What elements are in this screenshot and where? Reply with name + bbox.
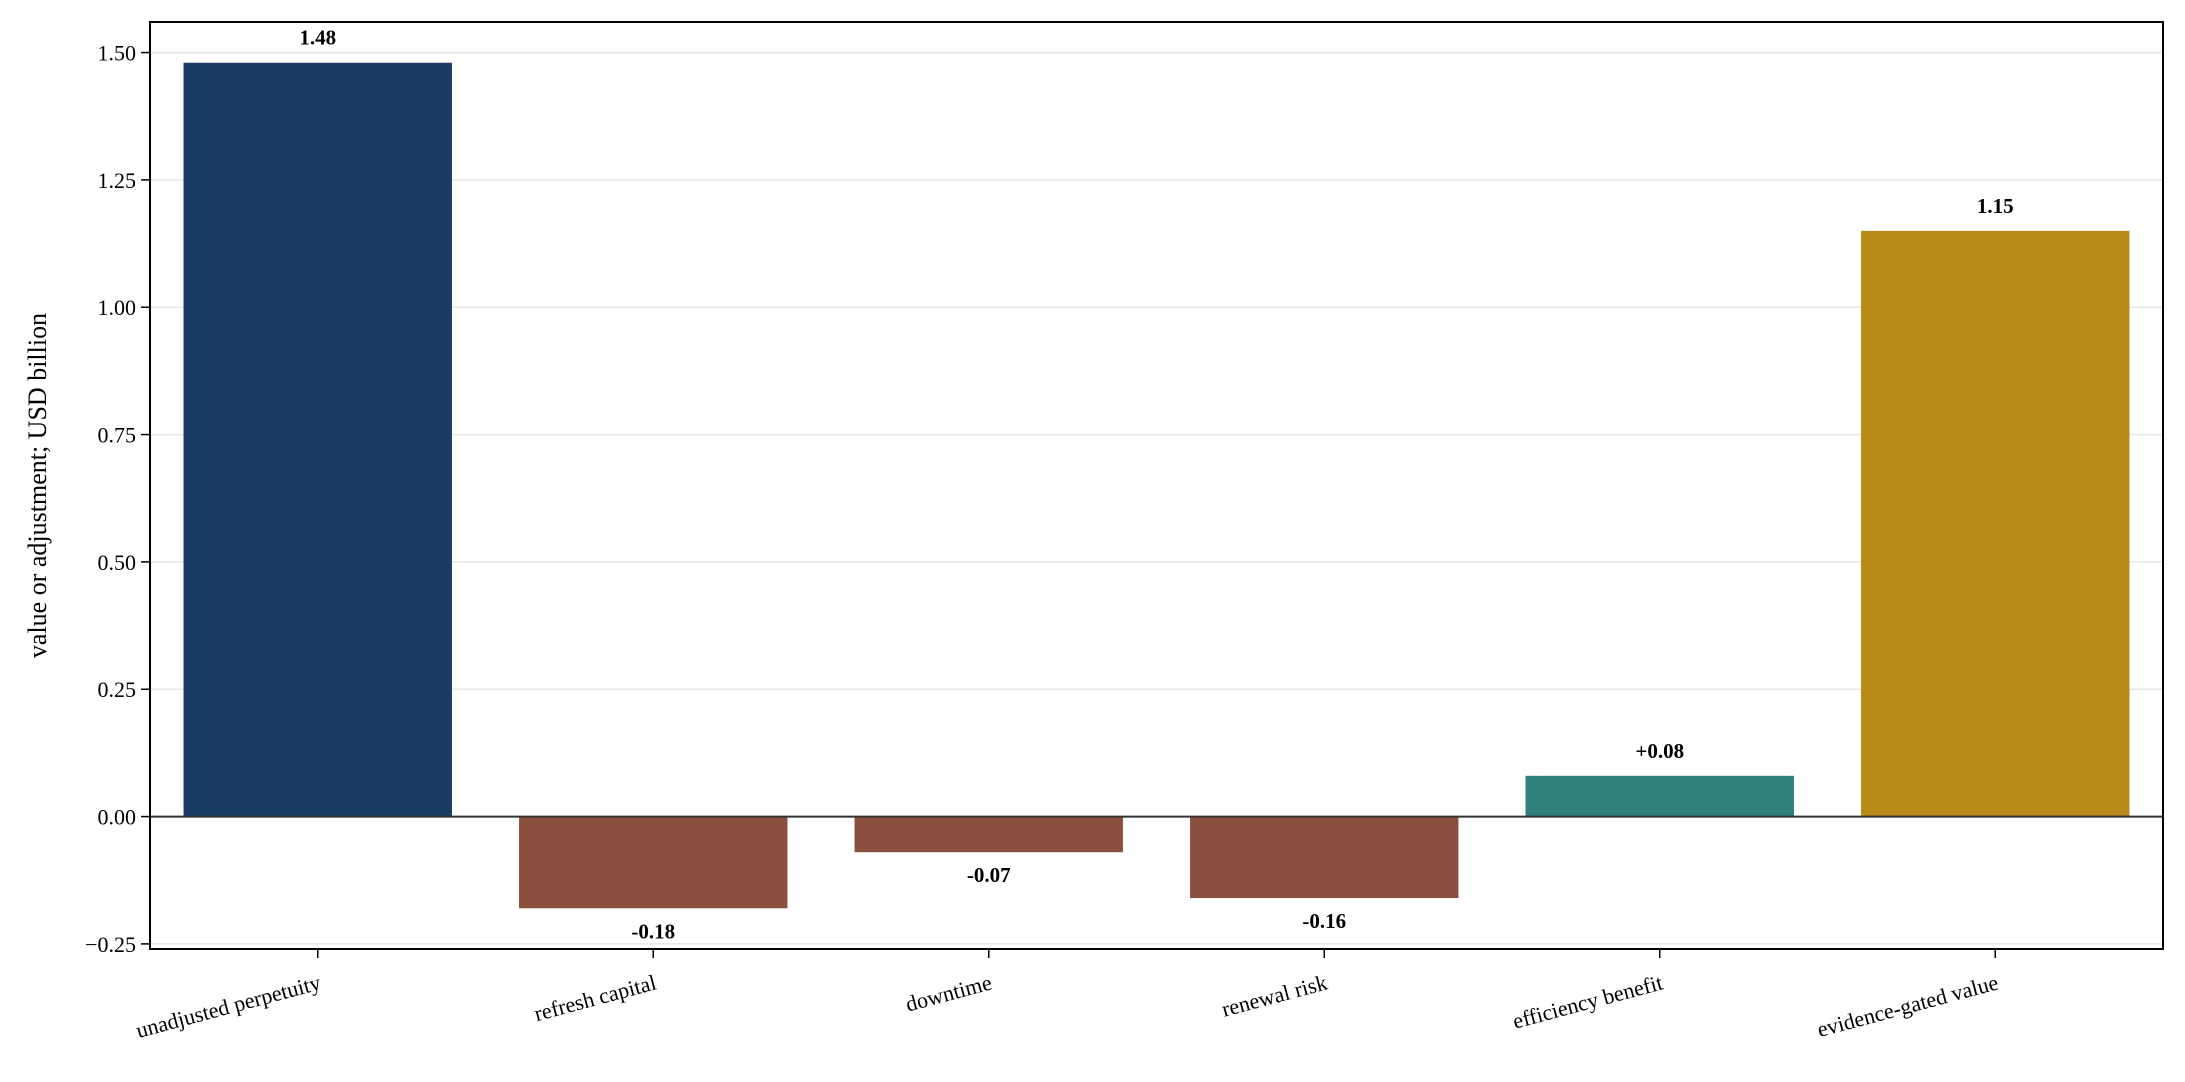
grid-lines	[150, 51, 2163, 945]
y-tick-label: 1.50	[98, 41, 137, 66]
y-tick-label: 0.25	[98, 677, 137, 702]
bar	[519, 816, 788, 909]
data-labels: 1.48 -0.18 -0.07 -0.16 +0.08 1.15	[299, 26, 2013, 944]
y-tick-label: 0.00	[98, 805, 137, 830]
bar	[854, 816, 1123, 853]
x-tick-label: unadjusted perpetuity	[133, 970, 323, 1043]
x-axis: unadjusted perpetuity refresh capital down…	[133, 949, 2001, 1043]
bars	[183, 62, 2130, 909]
y-tick-label: 0.75	[98, 423, 137, 448]
x-tick-label: refresh capital	[531, 970, 658, 1027]
y-axis-title: value or adjustment; USD billion	[23, 313, 52, 658]
y-tick-label: 1.25	[98, 168, 137, 193]
bar	[183, 62, 452, 817]
y-tick-label: 0.50	[98, 550, 137, 575]
data-label: -0.07	[967, 863, 1011, 887]
x-tick-label: downtime	[903, 970, 994, 1017]
x-tick-label: efficiency benefit	[1510, 970, 1665, 1034]
x-tick-label: evidence-gated value	[1814, 970, 2000, 1042]
data-label: +0.08	[1635, 739, 1684, 763]
bar	[1861, 230, 2130, 817]
y-tick-label: −0.25	[85, 932, 136, 957]
x-tick-label: renewal risk	[1219, 970, 1330, 1022]
y-tick-label: 1.00	[98, 295, 137, 320]
plot-frame	[149, 21, 2164, 950]
y-axis: −0.25 0.00 0.25 0.50 0.75 1.00 1.25 1.50	[85, 41, 150, 957]
data-label: 1.48	[299, 26, 336, 50]
data-label: -0.18	[631, 919, 675, 943]
bar	[1525, 775, 1794, 817]
bar	[1190, 816, 1459, 899]
data-label: -0.16	[1302, 909, 1346, 933]
data-label: 1.15	[1977, 194, 2014, 218]
